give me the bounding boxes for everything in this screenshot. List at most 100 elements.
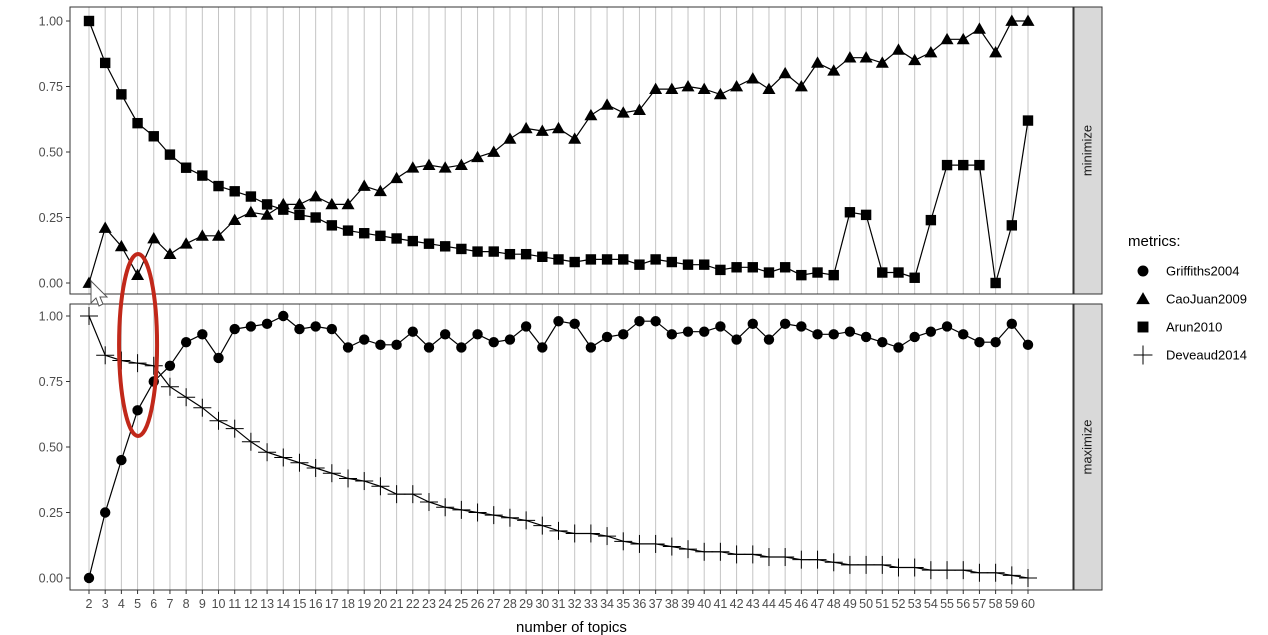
data-point-CaoJuan2009: [632, 103, 646, 115]
data-point-CaoJuan2009: [98, 221, 112, 233]
data-point-Griffiths2004: [180, 337, 192, 348]
data-point-Griffiths2004: [925, 326, 937, 337]
data-point-Arun2010: [520, 248, 532, 260]
data-point-CaoJuan2009: [212, 229, 226, 241]
data-point-Griffiths2004: [634, 316, 645, 327]
data-point-Griffiths2004: [1006, 318, 1018, 330]
data-point-Arun2010: [618, 254, 629, 265]
x-tick-label: 54: [924, 597, 938, 611]
data-point-CaoJuan2009: [535, 124, 549, 136]
data-point-Deveaud2014: [306, 458, 325, 477]
data-point-Deveaud2014: [193, 398, 212, 417]
data-point-Griffiths2004: [666, 329, 678, 340]
data-point-Deveaud2014: [209, 411, 228, 430]
data-point-Arun2010: [326, 220, 338, 231]
x-tick-label: 35: [616, 597, 630, 611]
data-point-Deveaud2014: [711, 542, 730, 561]
legend-label: CaoJuan2009: [1166, 292, 1247, 307]
data-point-Deveaud2014: [96, 346, 115, 365]
data-point-CaoJuan2009: [778, 66, 792, 79]
x-tick-label: 43: [746, 597, 760, 611]
x-tick-label: 6: [150, 597, 157, 611]
data-point-Arun2010: [763, 267, 775, 278]
data-point-CaoJuan2009: [665, 82, 679, 94]
x-tick-label: 55: [940, 597, 954, 611]
data-point-CaoJuan2009: [131, 268, 145, 281]
data-point-Griffiths2004: [391, 339, 402, 351]
data-point-Arun2010: [278, 204, 289, 215]
data-point-Arun2010: [860, 209, 872, 221]
data-point-Griffiths2004: [779, 318, 791, 330]
data-point-Arun2010: [812, 267, 823, 278]
data-point-Griffiths2004: [974, 337, 985, 348]
data-point-Deveaud2014: [322, 464, 341, 483]
data-point-CaoJuan2009: [859, 51, 873, 63]
data-point-CaoJuan2009: [843, 51, 857, 63]
data-point-Griffiths2004: [439, 329, 451, 340]
data-point-Deveaud2014: [759, 548, 778, 567]
x-tick-label: 28: [503, 597, 517, 611]
x-tick-label: 33: [584, 597, 598, 611]
facet-strip: [1073, 6, 1103, 295]
data-point-CaoJuan2009: [325, 197, 339, 210]
data-point-Arun2010: [83, 15, 95, 27]
x-tick-label: 39: [681, 597, 695, 611]
data-point-Griffiths2004: [375, 339, 386, 351]
data-point-Griffiths2004: [796, 321, 807, 332]
data-point-Deveaud2014: [970, 563, 989, 582]
data-point-Arun2010: [682, 259, 694, 270]
data-point-Deveaud2014: [533, 516, 552, 535]
data-point-Deveaud2014: [177, 388, 196, 407]
data-point-Arun2010: [132, 117, 143, 129]
y-tick-label: 1.00: [39, 15, 63, 29]
data-point-Deveaud2014: [403, 485, 422, 504]
data-point-Arun2010: [569, 256, 580, 268]
data-point-Arun2010: [407, 235, 418, 247]
data-point-Arun2010: [342, 225, 354, 236]
data-point-Griffiths2004: [585, 342, 597, 353]
data-point-Griffiths2004: [245, 321, 257, 332]
data-point-CaoJuan2009: [114, 239, 128, 252]
y-tick-label: 1.00: [39, 310, 63, 324]
x-tick-label: 16: [309, 597, 323, 611]
data-point-Deveaud2014: [646, 534, 665, 553]
data-point-Arun2010: [310, 212, 321, 223]
data-point-Griffiths2004: [569, 318, 580, 330]
data-point-CaoJuan2009: [454, 158, 468, 170]
data-point-CaoJuan2009: [972, 22, 986, 34]
data-point-Deveaud2014: [679, 540, 698, 559]
data-point-Arun2010: [990, 277, 1001, 289]
x-tick-label: 25: [454, 597, 468, 611]
data-point-CaoJuan2009: [891, 43, 905, 55]
x-tick-label: 50: [859, 597, 873, 611]
x-tick-label: 15: [293, 597, 307, 611]
data-point-Arun2010: [828, 269, 839, 281]
data-point-CaoJuan2009: [875, 56, 889, 68]
data-point-CaoJuan2009: [357, 179, 371, 191]
data-point-Arun2010: [197, 170, 208, 181]
facet-strip: [1073, 303, 1103, 591]
data-point-Griffiths2004: [844, 326, 856, 337]
legend-title: metrics:: [1128, 233, 1181, 250]
data-point-CaoJuan2009: [406, 161, 420, 173]
data-point-Griffiths2004: [407, 326, 418, 337]
data-point-Arun2010: [472, 246, 483, 257]
data-point-Arun2010: [958, 159, 969, 171]
data-point-Arun2010: [294, 209, 305, 221]
x-tick-label: 20: [373, 597, 387, 611]
data-point-Arun2010: [504, 248, 516, 260]
data-point-Arun2010: [650, 254, 661, 265]
data-point-Deveaud2014: [662, 537, 681, 556]
panel-border: [69, 303, 1074, 591]
data-point-Deveaud2014: [1019, 569, 1037, 587]
data-point-CaoJuan2009: [341, 197, 355, 210]
x-tick-label: 45: [778, 597, 792, 611]
data-point-Griffiths2004: [682, 326, 694, 337]
data-point-Arun2010: [666, 256, 678, 268]
legend-label: Deveaud2014: [1166, 348, 1247, 363]
data-point-Deveaud2014: [808, 550, 827, 569]
data-point-CaoJuan2009: [228, 213, 242, 225]
x-tick-label: 38: [665, 597, 679, 611]
data-point-CaoJuan2009: [260, 208, 274, 220]
